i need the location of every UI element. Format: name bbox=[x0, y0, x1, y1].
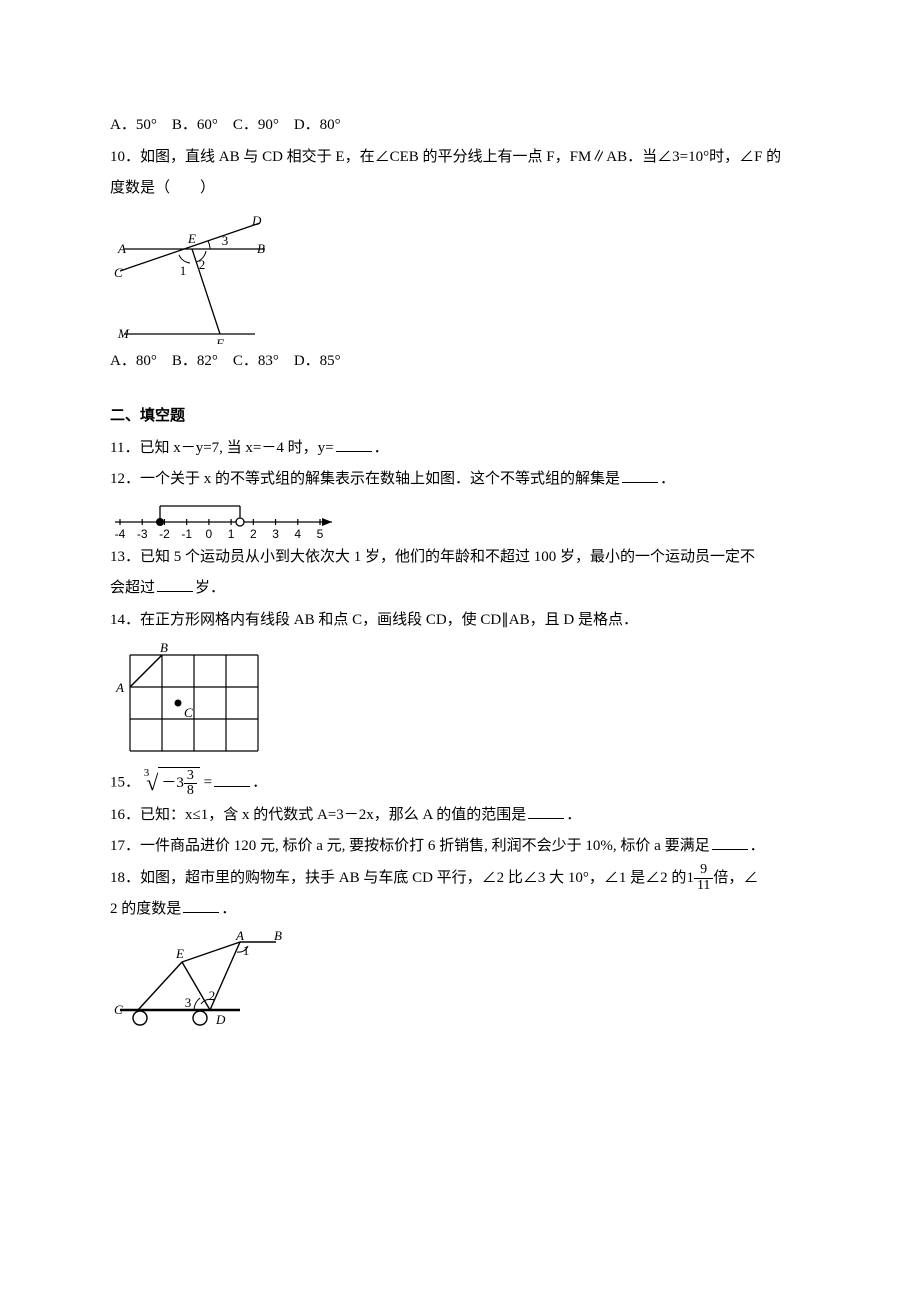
svg-text:F: F bbox=[215, 336, 225, 344]
q18-post1: 倍，∠ bbox=[713, 870, 758, 886]
svg-text:E: E bbox=[175, 946, 184, 961]
q17-text: 17．一件商品进价 120 元, 标价 a 元, 要按标价打 6 折销售, 利润… bbox=[110, 838, 710, 854]
q12-figure: -4 -3 -2 -1 0 1 2 3 4 5 bbox=[110, 500, 810, 540]
svg-text:3: 3 bbox=[185, 995, 192, 1010]
q18-frac-den: 11 bbox=[694, 879, 713, 894]
q11-blank bbox=[336, 434, 372, 452]
svg-text:E: E bbox=[187, 231, 196, 246]
q15: 15． 3 √ －3 3 8 = ． bbox=[110, 767, 810, 800]
svg-text:-2: -2 bbox=[159, 527, 170, 540]
q12-text: 12．一个关于 x 的不等式组的解集表示在数轴上如图．这个不等式组的解集是 bbox=[110, 471, 620, 487]
svg-text:-1: -1 bbox=[181, 527, 192, 540]
svg-text:1: 1 bbox=[228, 527, 235, 540]
q15-blank bbox=[214, 769, 250, 787]
svg-text:C: C bbox=[114, 1002, 123, 1017]
section-2-title: 二、填空题 bbox=[110, 401, 810, 433]
q11: 11．已知 x－y=7, 当 x=－4 时，y= ． bbox=[110, 433, 810, 465]
svg-text:2: 2 bbox=[209, 988, 216, 1003]
q18-mixed-int: 1 bbox=[686, 870, 694, 886]
svg-text:A: A bbox=[115, 680, 124, 695]
exam-page: A．50° B．60° C．90° D．80° 10．如图，直线 AB 与 CD… bbox=[0, 0, 920, 1072]
q17-blank bbox=[712, 833, 748, 851]
q16-post: ． bbox=[566, 807, 581, 823]
svg-text:1: 1 bbox=[243, 943, 250, 958]
q16: 16．已知：x≤1，含 x 的代数式 A=3－2x，那么 A 的值的范围是 ． bbox=[110, 800, 810, 832]
svg-text:B: B bbox=[257, 241, 265, 256]
q12-post: ． bbox=[660, 471, 675, 487]
q10-figure: A B C D E M F 12 3 bbox=[110, 209, 810, 344]
q13-blank bbox=[157, 575, 193, 593]
q13-post: 岁． bbox=[195, 580, 225, 596]
q15-frac-den: 8 bbox=[184, 784, 197, 799]
q10-stem-line1: 10．如图，直线 AB 与 CD 相交于 E，在∠CEB 的平分线上有一点 F，… bbox=[110, 142, 810, 174]
q11-text: 11．已知 x－y=7, 当 x=－4 时，y= bbox=[110, 440, 334, 456]
q14-figure: A B C bbox=[110, 640, 810, 765]
q15-eq: = bbox=[204, 775, 212, 791]
q9-options: A．50° B．60° C．90° D．80° bbox=[110, 110, 810, 142]
q18-l2-post: ． bbox=[221, 901, 236, 917]
q13-line2: 会超过 岁． bbox=[110, 573, 810, 605]
svg-text:-4: -4 bbox=[115, 527, 126, 540]
q18-blank bbox=[183, 896, 219, 914]
svg-text:C: C bbox=[114, 265, 123, 280]
q10-options: A．80° B．82° C．83° D．85° bbox=[110, 346, 810, 378]
q15-frac-num: 3 bbox=[184, 769, 197, 785]
q18-pre: 18．如图，超市里的购物车，扶手 AB 与车底 CD 平行，∠2 比∠3 大 1… bbox=[110, 870, 686, 886]
svg-text:5: 5 bbox=[317, 527, 324, 540]
radical-index: 3 bbox=[144, 762, 150, 785]
svg-text:2: 2 bbox=[199, 257, 206, 272]
q18-frac-num: 9 bbox=[694, 863, 713, 879]
q15-post: ． bbox=[252, 775, 267, 791]
q18-l2-pre: 2 的度数是 bbox=[110, 901, 181, 917]
q17: 17．一件商品进价 120 元, 标价 a 元, 要按标价打 6 折销售, 利润… bbox=[110, 831, 810, 863]
svg-text:D: D bbox=[251, 213, 262, 228]
radicand: －3 3 8 bbox=[158, 767, 200, 800]
q11-post: ． bbox=[374, 440, 389, 456]
svg-text:A: A bbox=[235, 930, 244, 943]
q18-figure: A B E C D 1 2 3 bbox=[110, 930, 810, 1030]
svg-text:M: M bbox=[117, 326, 130, 341]
svg-text:3: 3 bbox=[222, 233, 229, 248]
svg-text:D: D bbox=[215, 1012, 226, 1027]
svg-text:0: 0 bbox=[206, 527, 213, 540]
svg-text:B: B bbox=[160, 640, 168, 655]
svg-text:3: 3 bbox=[272, 527, 279, 540]
q18-line2: 2 的度数是 ． bbox=[110, 894, 810, 926]
q15-pre: 15． bbox=[110, 775, 140, 791]
svg-text:B: B bbox=[274, 930, 282, 943]
svg-text:2: 2 bbox=[250, 527, 257, 540]
q15-fraction: 3 8 bbox=[184, 769, 197, 799]
svg-text:-3: -3 bbox=[137, 527, 148, 540]
q10-stem-line2: 度数是（ ） bbox=[110, 173, 810, 205]
q15-neg3: －3 bbox=[161, 768, 184, 800]
q16-text: 16．已知：x≤1，含 x 的代数式 A=3－2x，那么 A 的值的范围是 bbox=[110, 807, 526, 823]
cube-root-icon: 3 √ －3 3 8 bbox=[144, 767, 200, 800]
q18-fraction: 9 11 bbox=[694, 863, 713, 893]
svg-text:1: 1 bbox=[180, 263, 187, 278]
q13-pre: 会超过 bbox=[110, 580, 155, 596]
q12: 12．一个关于 x 的不等式组的解集表示在数轴上如图．这个不等式组的解集是 ． bbox=[110, 464, 810, 496]
spacer bbox=[110, 377, 810, 401]
svg-text:A: A bbox=[117, 241, 126, 256]
svg-text:C: C bbox=[184, 705, 193, 720]
q13-line1: 13．已知 5 个运动员从小到大依次大 1 岁，他们的年龄和不超过 100 岁，… bbox=[110, 542, 810, 574]
q14-stem: 14．在正方形网格内有线段 AB 和点 C，画线段 CD，使 CD∥AB，且 D… bbox=[110, 605, 810, 637]
q17-post: ． bbox=[750, 838, 765, 854]
q16-blank bbox=[528, 801, 564, 819]
svg-text:4: 4 bbox=[294, 527, 301, 540]
q12-blank bbox=[622, 466, 658, 484]
q18-line1: 18．如图，超市里的购物车，扶手 AB 与车底 CD 平行，∠2 比∠3 大 1… bbox=[110, 863, 810, 895]
